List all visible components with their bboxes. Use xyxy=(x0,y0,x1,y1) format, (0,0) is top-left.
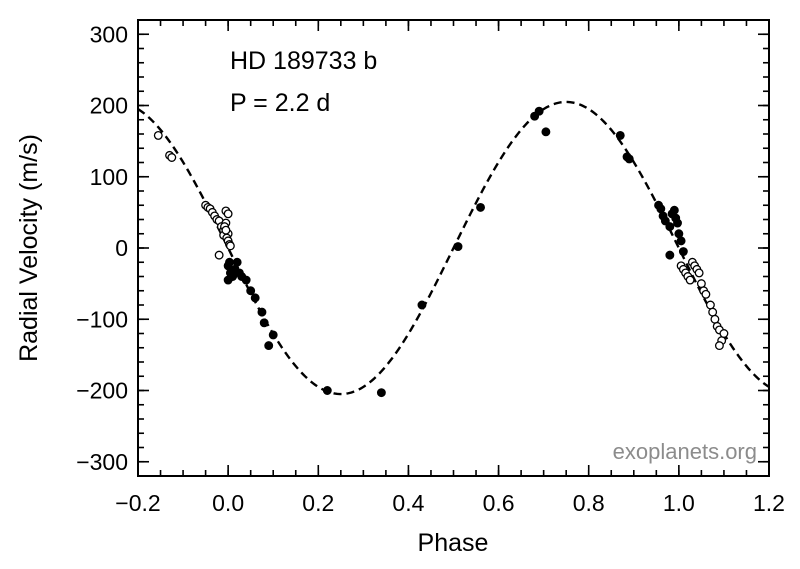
data-point-filled xyxy=(264,341,274,351)
x-tick-label: 0.0 xyxy=(212,490,244,516)
data-point-open xyxy=(225,241,235,251)
data-point-filled xyxy=(257,307,267,317)
data-point-open xyxy=(719,329,729,338)
data-point-open xyxy=(153,130,163,140)
data-point-open xyxy=(221,225,231,235)
data-point-filled xyxy=(376,388,386,398)
data-point-open xyxy=(710,314,720,324)
data-point-open xyxy=(223,209,233,219)
data-point-filled xyxy=(674,229,684,239)
data-point-filled xyxy=(669,205,679,215)
data-point-filled xyxy=(246,286,256,296)
data-point-filled xyxy=(250,293,260,303)
data-point-open xyxy=(714,341,724,351)
y-tick-label: 0 xyxy=(115,235,128,261)
data-point-filled xyxy=(678,247,688,257)
x-tick-label: 0.4 xyxy=(392,490,424,516)
credit-label: exoplanets.org xyxy=(613,439,757,464)
data-point-filled xyxy=(660,216,670,226)
data-point-open xyxy=(685,275,695,285)
data-point-filled xyxy=(241,275,251,285)
data-point-open xyxy=(214,250,224,260)
data-point-filled xyxy=(676,236,686,246)
x-tick-label: 0.6 xyxy=(483,490,515,516)
x-axis-title: Phase xyxy=(418,529,489,557)
data-point-filled xyxy=(453,242,463,252)
data-point-filled xyxy=(268,330,278,340)
data-point-filled xyxy=(223,275,233,285)
x-tick-label: 0.2 xyxy=(302,490,334,516)
data-point-filled xyxy=(541,127,551,137)
data-point-filled xyxy=(656,204,666,214)
data-point-filled xyxy=(259,318,269,328)
y-tick-label: 100 xyxy=(90,164,128,190)
data-point-filled xyxy=(322,386,332,395)
y-tick-label: −300 xyxy=(76,449,128,475)
data-point-filled xyxy=(476,202,485,212)
data-point-filled xyxy=(615,130,625,140)
y-tick-label: 200 xyxy=(90,93,128,119)
y-tick-label: 300 xyxy=(90,21,128,47)
data-point-open xyxy=(705,300,715,310)
x-tick-label: 0.8 xyxy=(573,490,605,516)
x-tick-label: 1.2 xyxy=(753,490,785,516)
data-point-filled xyxy=(673,218,682,228)
data-point-open xyxy=(696,279,706,289)
data-point-filled xyxy=(665,222,675,232)
x-tick-label: 1.0 xyxy=(663,490,695,516)
data-point-filled xyxy=(534,106,544,116)
data-point-open xyxy=(167,153,177,162)
data-point-filled xyxy=(624,154,634,164)
data-point-filled xyxy=(665,250,675,260)
x-tick-label: −0.2 xyxy=(115,490,160,516)
y-axis-title: Radial Velocity (m/s) xyxy=(15,134,43,362)
data-point-filled xyxy=(232,257,242,267)
data-point-filled xyxy=(417,300,427,310)
data-point-filled xyxy=(225,257,234,267)
data-points-layer xyxy=(153,106,729,398)
data-point-open xyxy=(694,268,704,278)
y-tick-label: −200 xyxy=(76,378,128,404)
axis-ticks-layer: −0.2 0.0 0.2 0.4 0.6 0.8 1.0 1.2 300 200 100 0 −100 −… xyxy=(76,20,785,516)
planet-name-label: HD 189733 b xyxy=(230,47,377,75)
y-tick-label: −100 xyxy=(76,306,128,332)
period-label: P = 2.2 d xyxy=(230,89,330,117)
data-point-open xyxy=(701,289,711,299)
data-point-open xyxy=(708,307,718,317)
